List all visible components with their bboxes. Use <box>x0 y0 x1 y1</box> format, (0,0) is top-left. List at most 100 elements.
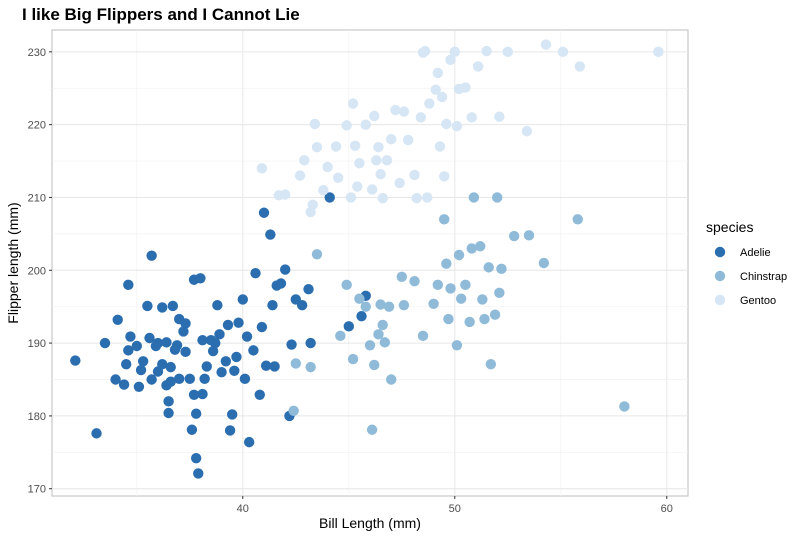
point-adelie <box>118 379 130 390</box>
y-tick-label: 220 <box>28 120 46 132</box>
point-chinstrap <box>477 294 488 305</box>
point-gentoo <box>369 110 380 122</box>
point-adelie <box>207 345 219 357</box>
point-adelie <box>220 356 232 367</box>
point-gentoo <box>422 192 433 203</box>
point-chinstrap <box>398 300 410 311</box>
point-adelie <box>286 339 297 350</box>
point-adelie <box>190 408 202 419</box>
point-adelie <box>99 337 111 349</box>
point-chinstrap <box>347 353 359 365</box>
point-gentoo <box>409 169 420 181</box>
point-adelie <box>167 300 179 312</box>
y-axis-title: Flipper length (mm) <box>5 202 21 323</box>
point-gentoo <box>449 46 460 58</box>
point-gentoo <box>307 199 318 210</box>
point-gentoo <box>574 61 586 72</box>
point-gentoo <box>653 46 664 58</box>
point-chinstrap <box>464 316 475 328</box>
point-chinstrap <box>428 298 439 309</box>
point-chinstrap <box>445 283 456 294</box>
point-chinstrap <box>409 276 420 287</box>
point-adelie <box>265 229 276 240</box>
point-chinstrap <box>290 358 301 369</box>
point-gentoo <box>430 84 441 95</box>
point-chinstrap <box>453 249 465 261</box>
point-chinstrap <box>489 309 501 320</box>
point-adelie <box>195 273 206 284</box>
point-gentoo <box>439 171 450 182</box>
point-chinstrap <box>364 340 376 351</box>
point-adelie <box>254 389 265 400</box>
point-chinstrap <box>386 374 397 385</box>
point-gentoo <box>472 61 484 72</box>
point-adelie <box>243 436 255 448</box>
point-adelie <box>112 314 123 325</box>
point-gentoo <box>345 192 357 203</box>
point-adelie <box>157 302 168 313</box>
point-gentoo <box>521 126 533 137</box>
point-adelie <box>212 300 223 311</box>
point-adelie <box>356 310 367 322</box>
point-chinstrap <box>460 279 471 291</box>
y-tick-label: 170 <box>28 484 46 496</box>
point-adelie <box>110 374 121 385</box>
point-adelie <box>229 365 240 376</box>
y-tick-label: 190 <box>28 338 46 350</box>
point-adelie <box>231 351 242 363</box>
point-gentoo <box>466 112 477 123</box>
point-adelie <box>91 428 102 439</box>
point-adelie <box>123 345 134 356</box>
point-chinstrap <box>396 271 407 283</box>
point-adelie <box>214 329 225 340</box>
point-gentoo <box>419 45 431 57</box>
point-adelie <box>250 267 261 279</box>
point-gentoo <box>352 181 363 192</box>
legend-key-adelie <box>714 246 726 258</box>
point-gentoo <box>540 39 552 50</box>
point-chinstrap <box>288 405 299 417</box>
point-gentoo <box>341 120 352 131</box>
point-chinstrap <box>496 263 507 275</box>
y-tick-label: 200 <box>28 265 46 277</box>
point-gentoo <box>381 155 393 166</box>
point-adelie <box>146 250 157 261</box>
point-chinstrap <box>354 293 365 304</box>
point-chinstrap <box>494 287 505 299</box>
point-adelie <box>137 356 149 367</box>
point-adelie <box>260 360 272 371</box>
point-gentoo <box>424 98 435 109</box>
point-adelie <box>303 284 314 295</box>
point-adelie <box>133 381 145 392</box>
point-gentoo <box>256 163 268 174</box>
point-adelie <box>210 337 221 349</box>
point-adelie <box>256 321 268 333</box>
point-adelie <box>188 389 200 400</box>
point-adelie <box>269 361 280 372</box>
point-chinstrap <box>523 230 535 241</box>
point-gentoo <box>347 98 359 109</box>
point-adelie <box>258 207 270 218</box>
point-adelie <box>324 192 335 203</box>
point-adelie <box>121 359 132 370</box>
point-gentoo <box>394 177 405 189</box>
point-chinstrap <box>441 258 452 269</box>
point-adelie <box>275 278 287 289</box>
point-chinstrap <box>383 301 395 312</box>
point-gentoo <box>330 141 342 152</box>
point-adelie <box>146 374 157 385</box>
point-gentoo <box>299 155 310 166</box>
point-chinstrap <box>311 249 323 260</box>
point-chinstrap <box>483 262 494 273</box>
point-chinstrap <box>432 279 444 291</box>
point-gentoo <box>460 82 471 93</box>
data-points <box>70 39 664 479</box>
point-chinstrap <box>538 257 550 269</box>
point-adelie <box>241 331 253 342</box>
point-adelie <box>165 361 176 373</box>
point-adelie <box>193 468 204 479</box>
point-gentoo <box>390 104 401 116</box>
x-tick-label: 40 <box>237 503 249 515</box>
point-gentoo <box>318 184 329 196</box>
point-adelie <box>216 367 227 378</box>
